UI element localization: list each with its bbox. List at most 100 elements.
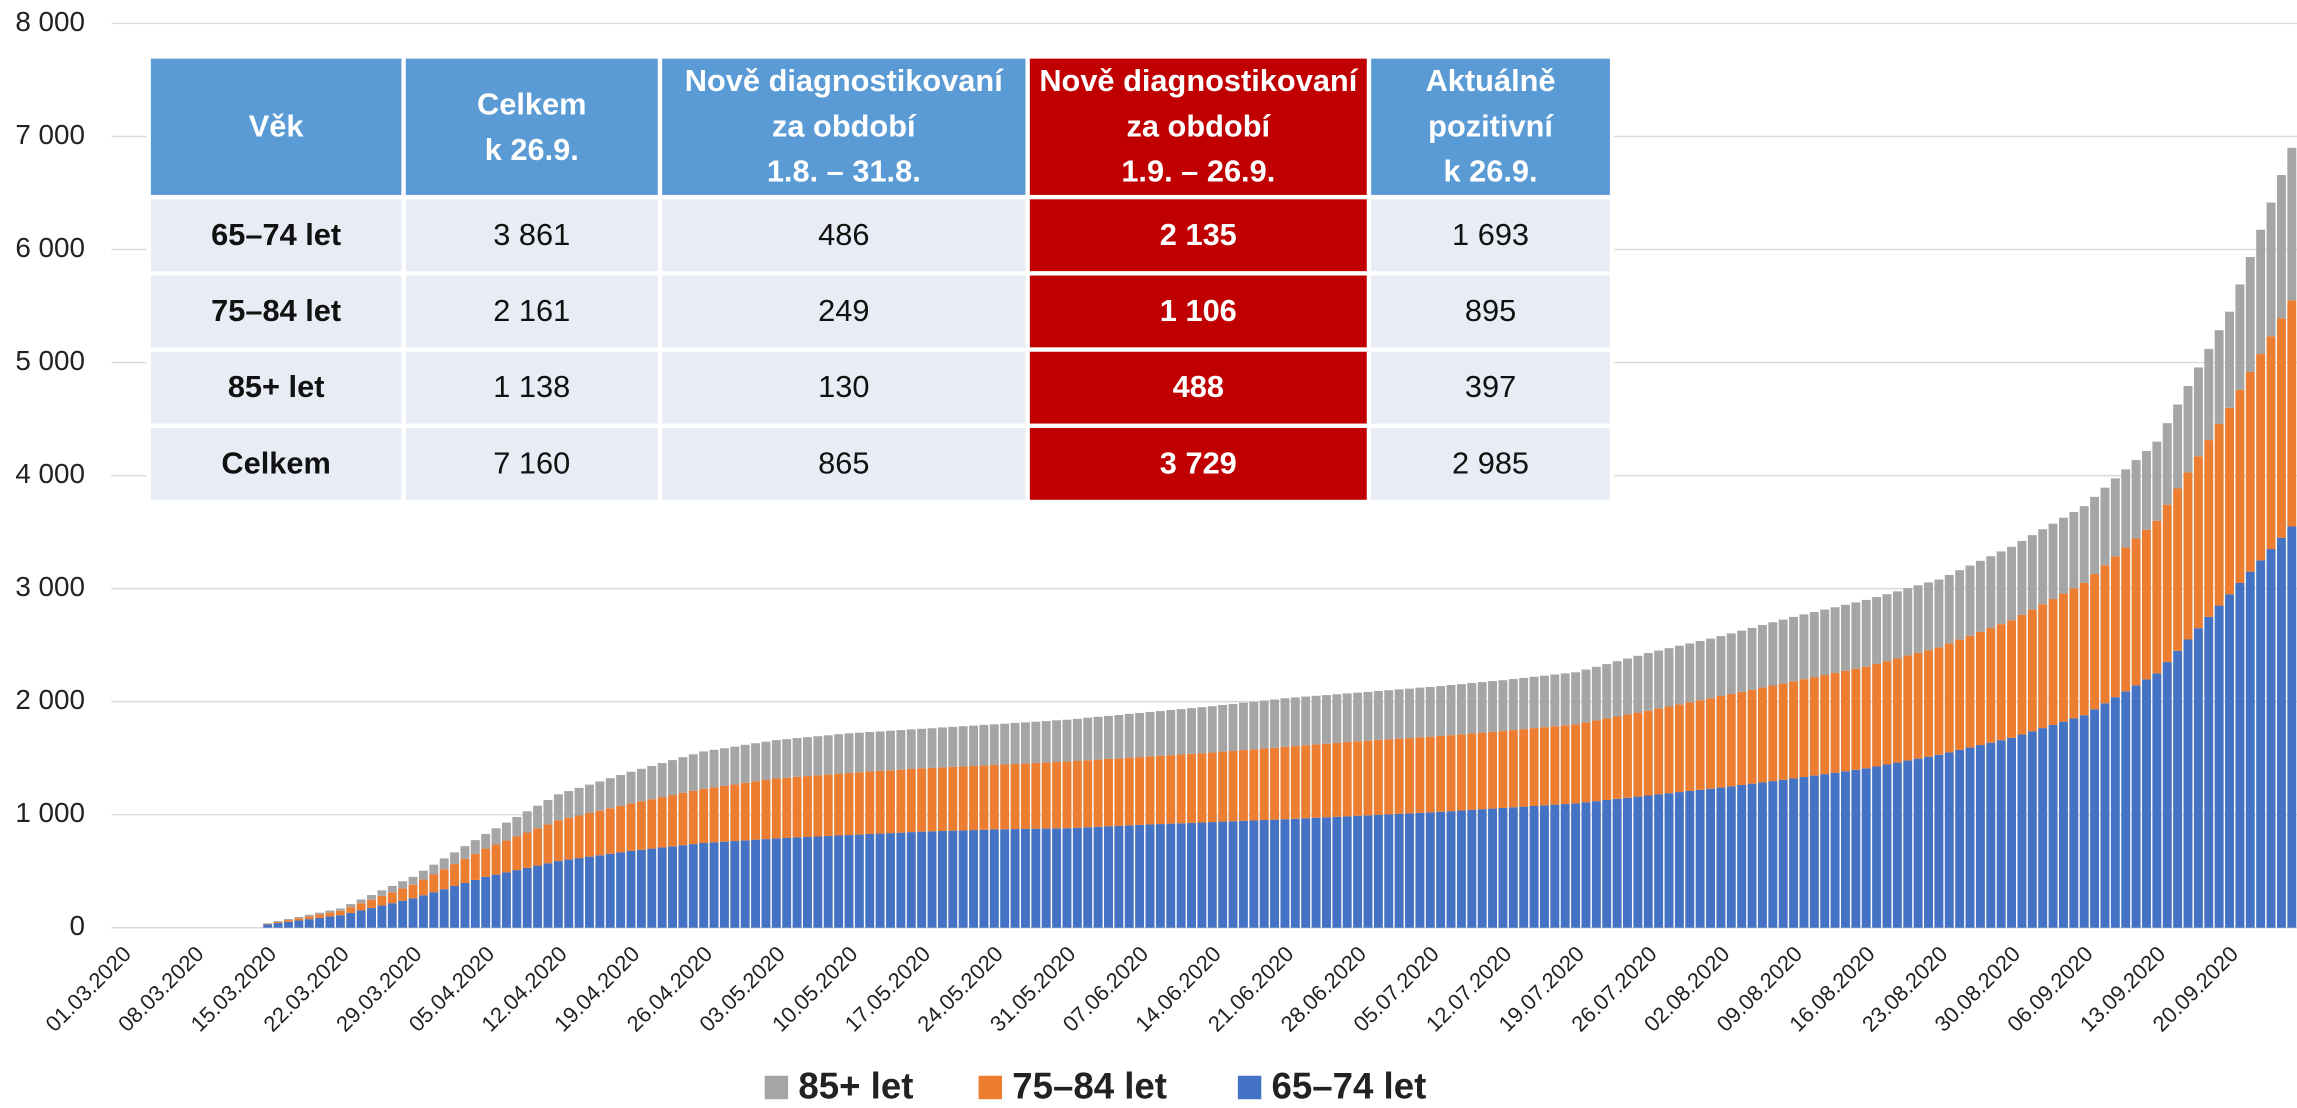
header-text: Nově diagnostikovaní (684, 64, 1003, 99)
table-cell: 865 (657, 423, 1030, 505)
bar-segment (595, 855, 605, 928)
bar-segment (730, 784, 740, 842)
bar-segment (668, 846, 677, 928)
bar-segment (1654, 794, 1664, 928)
bar-segment (2256, 229, 2266, 355)
bar-segment (1841, 604, 1850, 671)
bar-segment (2225, 407, 2234, 595)
bar-segment (1436, 735, 1446, 812)
bar-segment (1519, 677, 1529, 730)
bar-segment (263, 924, 273, 928)
bar-segment (1892, 591, 1902, 659)
bar-segment (2193, 367, 2203, 457)
bar-segment (647, 848, 657, 928)
bar-segment (875, 833, 885, 928)
bar-segment (1799, 614, 1809, 680)
bar-segment (1477, 809, 1487, 928)
table-cell: 85+ let (146, 347, 406, 428)
table-cell: 2 135 (1025, 194, 1372, 276)
bar-segment (1415, 687, 1425, 738)
bar-segment (1228, 750, 1238, 822)
bar-segment (1311, 695, 1321, 745)
bar-segment (1093, 716, 1103, 760)
bar-segment (1685, 790, 1695, 928)
bar-segment (2110, 697, 2120, 928)
bar-segment (1591, 720, 1601, 802)
bar-segment (1664, 793, 1674, 928)
bar-segment (2204, 440, 2214, 617)
bar-segment (284, 919, 293, 921)
bar-segment (1218, 704, 1228, 752)
bar-segment (418, 895, 428, 928)
bar-segment (813, 775, 823, 837)
bar-segment (1550, 804, 1560, 928)
bar-segment (1924, 650, 1933, 757)
bar-segment (1342, 693, 1352, 743)
bar-segment (1955, 570, 1965, 640)
bar-segment (2058, 593, 2068, 722)
bar-segment (1726, 786, 1736, 928)
bar-segment (460, 858, 470, 883)
bar-segment (2235, 582, 2245, 928)
bar-segment (657, 763, 667, 798)
bar-segment (315, 912, 325, 915)
bar-segment (969, 765, 979, 831)
bar-segment (408, 898, 418, 928)
bar-segment (1425, 812, 1435, 928)
bar-segment (439, 858, 449, 870)
bar-segment (1924, 756, 1933, 928)
bar-segment (1581, 722, 1591, 803)
bar-segment (284, 921, 293, 928)
bar-segment (844, 733, 854, 773)
legend-label: 75–84 let (1012, 1066, 1167, 1107)
bar-segment (2245, 256, 2255, 372)
y-tick-label: 4 000 (15, 458, 85, 489)
bar-segment (1114, 758, 1124, 826)
bar-segment (501, 822, 511, 841)
bar-segment (564, 817, 574, 860)
bar-segment (886, 833, 895, 928)
bar-segment (1280, 698, 1290, 747)
bar-segment (1228, 821, 1238, 928)
bar-segment (1747, 627, 1757, 690)
bar-segment (263, 923, 273, 924)
bar-segment (2100, 487, 2110, 566)
bar-segment (418, 879, 428, 896)
bar-segment (367, 895, 376, 900)
bar-segment (605, 778, 615, 809)
bar-segment (1841, 670, 1850, 772)
bar-segment (854, 772, 864, 835)
bar-segment (1187, 822, 1196, 928)
bar-segment (377, 905, 387, 928)
bar-segment (1405, 688, 1414, 739)
bar-segment (1477, 732, 1487, 810)
bar-segment (429, 864, 439, 875)
bar-segment (2162, 423, 2172, 505)
bar-segment (616, 805, 626, 853)
bar-segment (2214, 605, 2224, 928)
bar-segment (626, 771, 636, 804)
bar-segment (803, 737, 812, 777)
bar-segment (1757, 687, 1767, 783)
bar-segment (636, 849, 646, 928)
bar-segment (2100, 565, 2110, 704)
bar-segment (678, 845, 688, 928)
bar-segment (356, 903, 366, 911)
bar-segment (512, 870, 522, 928)
bar-segment (1612, 716, 1622, 799)
bar-segment (1934, 579, 1944, 648)
bar-segment (751, 781, 761, 840)
bar-segment (1539, 675, 1549, 728)
legend-label: 65–74 let (1272, 1066, 1427, 1107)
bar-segment (1872, 597, 1882, 664)
bar-segment (377, 890, 387, 896)
legend-label: 85+ let (798, 1066, 913, 1107)
bar-segment (823, 836, 833, 928)
bar-segment (1072, 827, 1082, 928)
bar-segment (844, 772, 854, 836)
bar-segment (1342, 742, 1352, 817)
bar-segment (2266, 202, 2276, 337)
bar-segment (263, 923, 273, 925)
bar-segment (1591, 801, 1601, 928)
